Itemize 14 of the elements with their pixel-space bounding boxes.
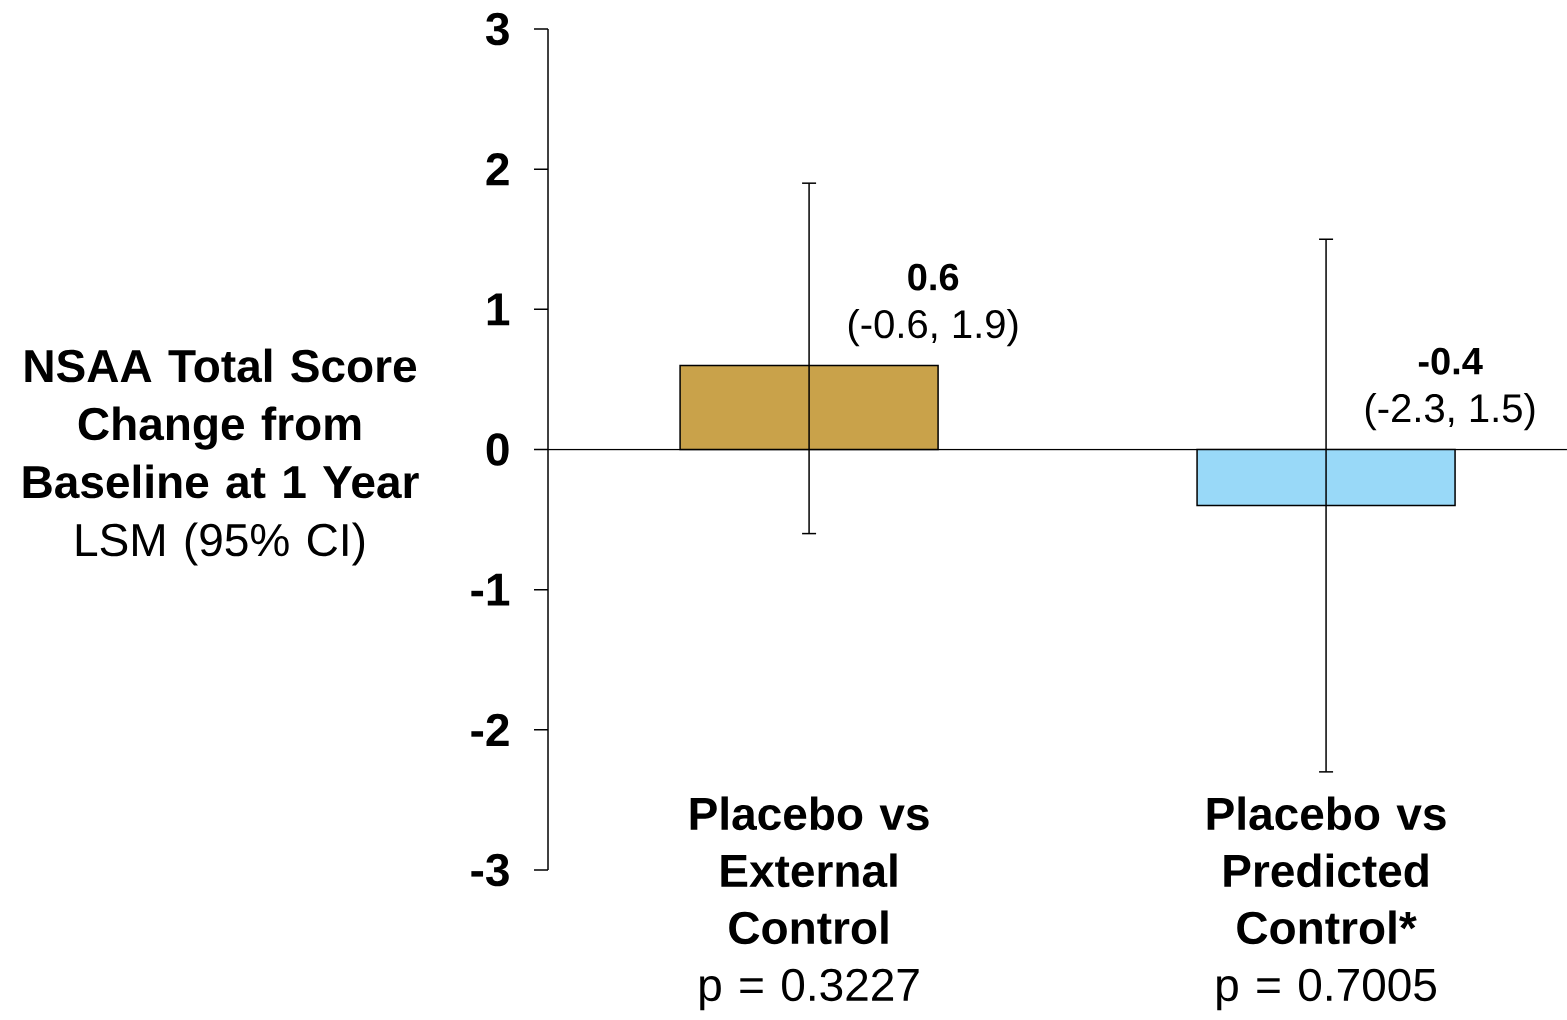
data-label: 0.6 <box>908 263 959 291</box>
y-tick-label: 2 <box>486 153 509 186</box>
data-label: -0.4 <box>1418 347 1483 375</box>
y-tick-label: 3 <box>485 12 509 46</box>
text: p = 0.7005 <box>1217 968 1436 1011</box>
annotation: (-0.6, 1.9) <box>848 308 1018 347</box>
y-tick-label: 0 <box>486 433 509 466</box>
annotation: (-2.3, 1.5) <box>1365 393 1535 431</box>
y-tick-label: -3 <box>471 853 509 887</box>
y-tick-label: -1 <box>471 573 510 606</box>
text: p = 0.3227 <box>700 968 919 1011</box>
y-tick-label: 1 <box>487 293 510 326</box>
y-axis-title: NSAA Total Score Change from Baseline at 1 Year LSM (95% CI) <box>23 348 419 566</box>
y-tick-label: -2 <box>471 713 509 746</box>
